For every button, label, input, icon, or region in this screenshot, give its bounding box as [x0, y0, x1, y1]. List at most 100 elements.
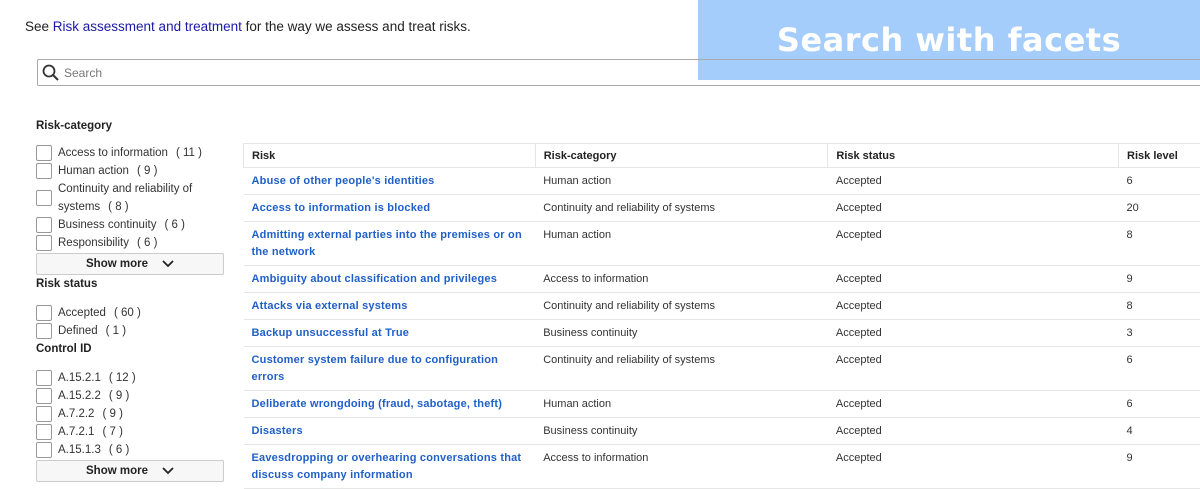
risk-link[interactable]: Eavesdropping or overhearing conversatio… [252, 452, 522, 481]
option-label: Human action( 9 ) [58, 162, 157, 180]
checkbox[interactable] [36, 145, 52, 161]
level-cell: 6 [1119, 347, 1200, 391]
option-label: Access to information( 11 ) [58, 144, 202, 162]
level-cell: 9 [1119, 445, 1200, 489]
risk-link[interactable]: Ambiguity about classification and privi… [252, 273, 498, 285]
risk-cell: Disasters [244, 418, 536, 445]
option-count: ( 60 ) [114, 307, 141, 319]
checkbox[interactable] [36, 424, 52, 440]
checkbox[interactable] [36, 235, 52, 251]
level-cell: 9 [1119, 266, 1200, 293]
status-cell: Accepted [828, 168, 1119, 195]
risk-link[interactable]: Disasters [252, 425, 303, 437]
option-count: ( 9 ) [109, 390, 129, 402]
risk-cell: Attacks via external systems [244, 293, 536, 320]
option-count: ( 8 ) [108, 201, 128, 213]
option-count: ( 9 ) [137, 165, 157, 177]
chevron-down-icon [162, 467, 174, 475]
risk-cell: Deliberate wrongdoing (fraud, sabotage, … [244, 391, 536, 418]
option-text: Responsibility [58, 237, 129, 249]
option-label: Defined( 1 ) [58, 322, 126, 340]
category-cell: Access to information [535, 445, 828, 489]
search-box[interactable] [37, 59, 1200, 86]
category-cell: Human action [535, 222, 828, 266]
facet-option[interactable]: Accepted( 60 ) [36, 304, 224, 322]
facet-option[interactable]: A.7.2.2( 9 ) [36, 405, 224, 423]
facet-option[interactable]: Responsibility ( 6 ) [36, 234, 224, 252]
facet-option[interactable]: Business continuity( 6 ) [36, 216, 224, 234]
option-label: A.15.2.1( 12 ) [58, 369, 136, 387]
facet-risk-status: Risk status Accepted( 60 )Defined( 1 ) [36, 278, 224, 340]
status-cell: Accepted [828, 445, 1119, 489]
risk-link[interactable]: Deliberate wrongdoing (fraud, sabotage, … [252, 398, 503, 410]
column-header[interactable]: Risk level [1119, 144, 1200, 168]
facet-option[interactable]: A.15.2.2( 9 ) [36, 387, 224, 405]
facet-title: Risk status [36, 278, 224, 290]
column-header[interactable]: Risk [244, 144, 536, 168]
option-label: Continuity and reliability of systems( 8… [58, 180, 206, 216]
status-cell: Accepted [828, 222, 1119, 266]
risk-link[interactable]: Access to information is blocked [252, 202, 431, 214]
option-text: A.15.1.3 [58, 444, 101, 456]
risk-link[interactable]: Customer system failure due to configura… [252, 354, 499, 383]
column-header[interactable]: Risk-category [535, 144, 828, 168]
option-text: A.7.2.1 [58, 426, 94, 438]
option-label: A.7.2.2( 9 ) [58, 405, 123, 423]
search-input[interactable] [64, 66, 664, 80]
facet-option[interactable]: A.15.1.3( 6 ) [36, 441, 224, 459]
risk-cell: Eavesdropping or overhearing conversatio… [244, 445, 536, 489]
risk-cell: Customer system failure due to configura… [244, 347, 536, 391]
show-more-button[interactable]: Show more [36, 253, 224, 275]
risk-cell: Abuse of other people's identities [244, 168, 536, 195]
facet-option[interactable]: Human action( 9 ) [36, 162, 224, 180]
option-count: ( 6 ) [137, 237, 157, 249]
level-cell: 3 [1119, 320, 1200, 347]
status-cell: Accepted [828, 347, 1119, 391]
table-row: Customer system failure due to configura… [244, 347, 1200, 391]
show-more-label: Show more [86, 465, 148, 477]
table-row: Abuse of other people's identities Human … [244, 168, 1200, 195]
level-cell: 8 [1119, 222, 1200, 266]
category-cell: Continuity and reliability of systems [535, 195, 828, 222]
show-more-button[interactable]: Show more [36, 460, 224, 482]
search-icon [42, 64, 60, 82]
status-cell: Accepted [828, 266, 1119, 293]
risk-link[interactable]: Backup unsuccessful at True [252, 327, 410, 339]
risk-link[interactable]: Admitting external parties into the prem… [252, 229, 522, 258]
checkbox[interactable] [36, 217, 52, 233]
option-text: A.15.2.1 [58, 372, 101, 384]
facet-option[interactable]: A.15.2.1( 12 ) [36, 369, 224, 387]
facet-option[interactable]: Access to information( 11 ) [36, 144, 224, 162]
checkbox[interactable] [36, 305, 52, 321]
option-label: Business continuity( 6 ) [58, 216, 185, 234]
checkbox[interactable] [36, 442, 52, 458]
option-label: Responsibility ( 6 ) [58, 234, 157, 252]
facet-option[interactable]: Continuity and reliability of systems( 8… [36, 180, 206, 216]
checkbox[interactable] [36, 190, 52, 206]
checkbox[interactable] [36, 323, 52, 339]
checkbox[interactable] [36, 406, 52, 422]
facet-title: Risk-category [36, 120, 224, 132]
status-cell: Accepted [828, 320, 1119, 347]
level-cell: 6 [1119, 168, 1200, 195]
risk-link[interactable]: Abuse of other people's identities [252, 175, 435, 187]
table-row: Access to information is blocked Continui… [244, 195, 1200, 222]
checkbox[interactable] [36, 163, 52, 179]
facet-option[interactable]: Defined( 1 ) [36, 322, 224, 340]
option-label: A.15.1.3( 6 ) [58, 441, 129, 459]
category-cell: Human action [535, 168, 828, 195]
risk-assessment-link[interactable]: Risk assessment and treatment [53, 19, 242, 34]
facet-title: Control ID [36, 343, 224, 355]
column-header[interactable]: Risk status [828, 144, 1119, 168]
checkbox[interactable] [36, 388, 52, 404]
status-cell: Accepted [828, 195, 1119, 222]
option-label: A.7.2.1 ( 7 ) [58, 423, 123, 441]
option-count: ( 7 ) [102, 426, 122, 438]
facet-option[interactable]: A.7.2.1 ( 7 ) [36, 423, 224, 441]
checkbox[interactable] [36, 370, 52, 386]
risk-link[interactable]: Attacks via external systems [252, 300, 408, 312]
table-row: Admitting external parties into the prem… [244, 222, 1200, 266]
table-row: Ambiguity about classification and privi… [244, 266, 1200, 293]
